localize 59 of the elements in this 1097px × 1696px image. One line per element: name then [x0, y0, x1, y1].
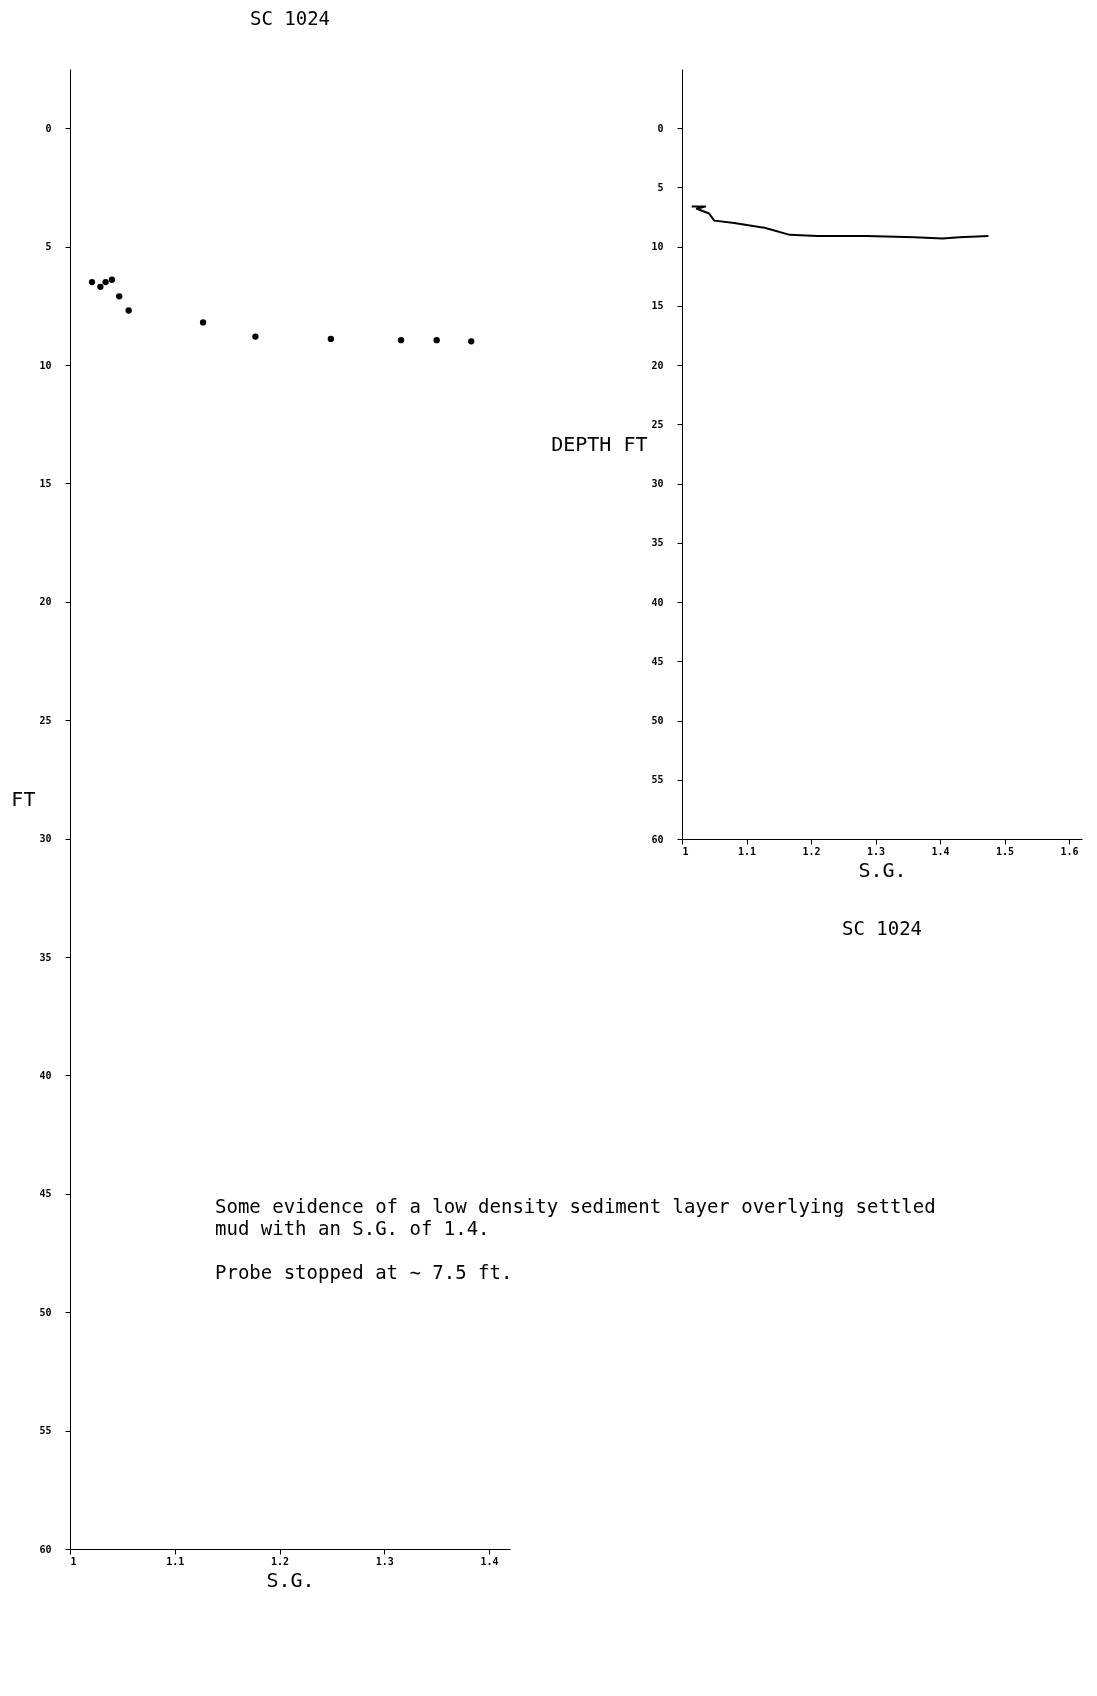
point	[125, 307, 132, 314]
y-tick-label: 5	[657, 181, 664, 193]
x-tick-label: 1.4	[480, 1555, 499, 1567]
y-tick-label: 45	[39, 1188, 52, 1200]
point	[199, 319, 207, 326]
x-tick-label: 1.4	[931, 845, 950, 857]
y-tick-label: 50	[651, 715, 664, 727]
x-tick-label: 1.2	[802, 845, 821, 857]
x-tick-label: 1	[70, 1555, 77, 1567]
y-tick-label: 35	[39, 951, 52, 963]
point	[468, 338, 475, 345]
y-tick-label: 15	[39, 477, 52, 489]
y-tick-label: 25	[39, 714, 52, 726]
y-tick-label: 60	[39, 1543, 52, 1555]
point	[433, 336, 440, 344]
y-tick-label: 10	[39, 359, 52, 371]
line-series	[690, 205, 990, 240]
y-tick-label: 40	[651, 596, 664, 608]
x-tick-label: 1.3	[867, 845, 886, 857]
x-tick-label: 1.3	[375, 1555, 394, 1567]
x-tick-label: 1.5	[996, 845, 1015, 857]
point	[88, 278, 96, 286]
y-tick-label: 40	[39, 1069, 52, 1081]
x-tick-label: 1.1	[166, 1555, 185, 1567]
annotation: Probe stopped at ∼ 7.5 ft.	[215, 1261, 514, 1283]
y-tick-label: 0	[657, 122, 664, 134]
y-tick-label: 10	[651, 241, 664, 253]
point	[97, 283, 104, 291]
y-tick-label: 30	[39, 833, 52, 845]
y-tick-label: 25	[651, 418, 664, 430]
x-tick-label: 1.2	[270, 1555, 290, 1567]
y-tick-label: 35	[651, 537, 664, 549]
point	[252, 333, 259, 340]
y-tick-label: 30	[651, 478, 664, 490]
point	[108, 276, 116, 283]
point	[327, 335, 335, 343]
y-tick-label: 60	[651, 833, 664, 845]
annotation: Some evidence of a low density sediment layer overlying settled mud with an S.G. of 1.4.	[215, 1195, 937, 1239]
point	[397, 336, 405, 344]
y-axis-title: FT	[11, 786, 36, 811]
text: SC 1024	[841, 917, 923, 939]
y-axis-title: DEPTH FT	[551, 431, 648, 456]
x-tick-label: 1.6	[1060, 845, 1079, 857]
y-tick-label: 0	[45, 122, 52, 134]
x-axis-title: S.G.	[266, 1567, 315, 1592]
y-tick-label: 20	[651, 359, 664, 371]
x-tick-label: 1.1	[737, 845, 757, 857]
y-tick-label: 20	[39, 596, 52, 608]
y-tick-label: 45	[651, 655, 664, 667]
y-tick-label: 55	[651, 774, 664, 786]
point	[102, 278, 109, 286]
y-tick-label: 55	[39, 1425, 52, 1437]
chart-title: SC 1024	[249, 7, 331, 29]
y-tick-label: 50	[39, 1306, 52, 1318]
x-axis-title: S.G.	[858, 857, 907, 882]
y-tick-label: 5	[45, 241, 52, 253]
x-tick-label: 1	[682, 845, 689, 857]
y-tick-label: 15	[651, 300, 664, 312]
point	[116, 293, 123, 300]
